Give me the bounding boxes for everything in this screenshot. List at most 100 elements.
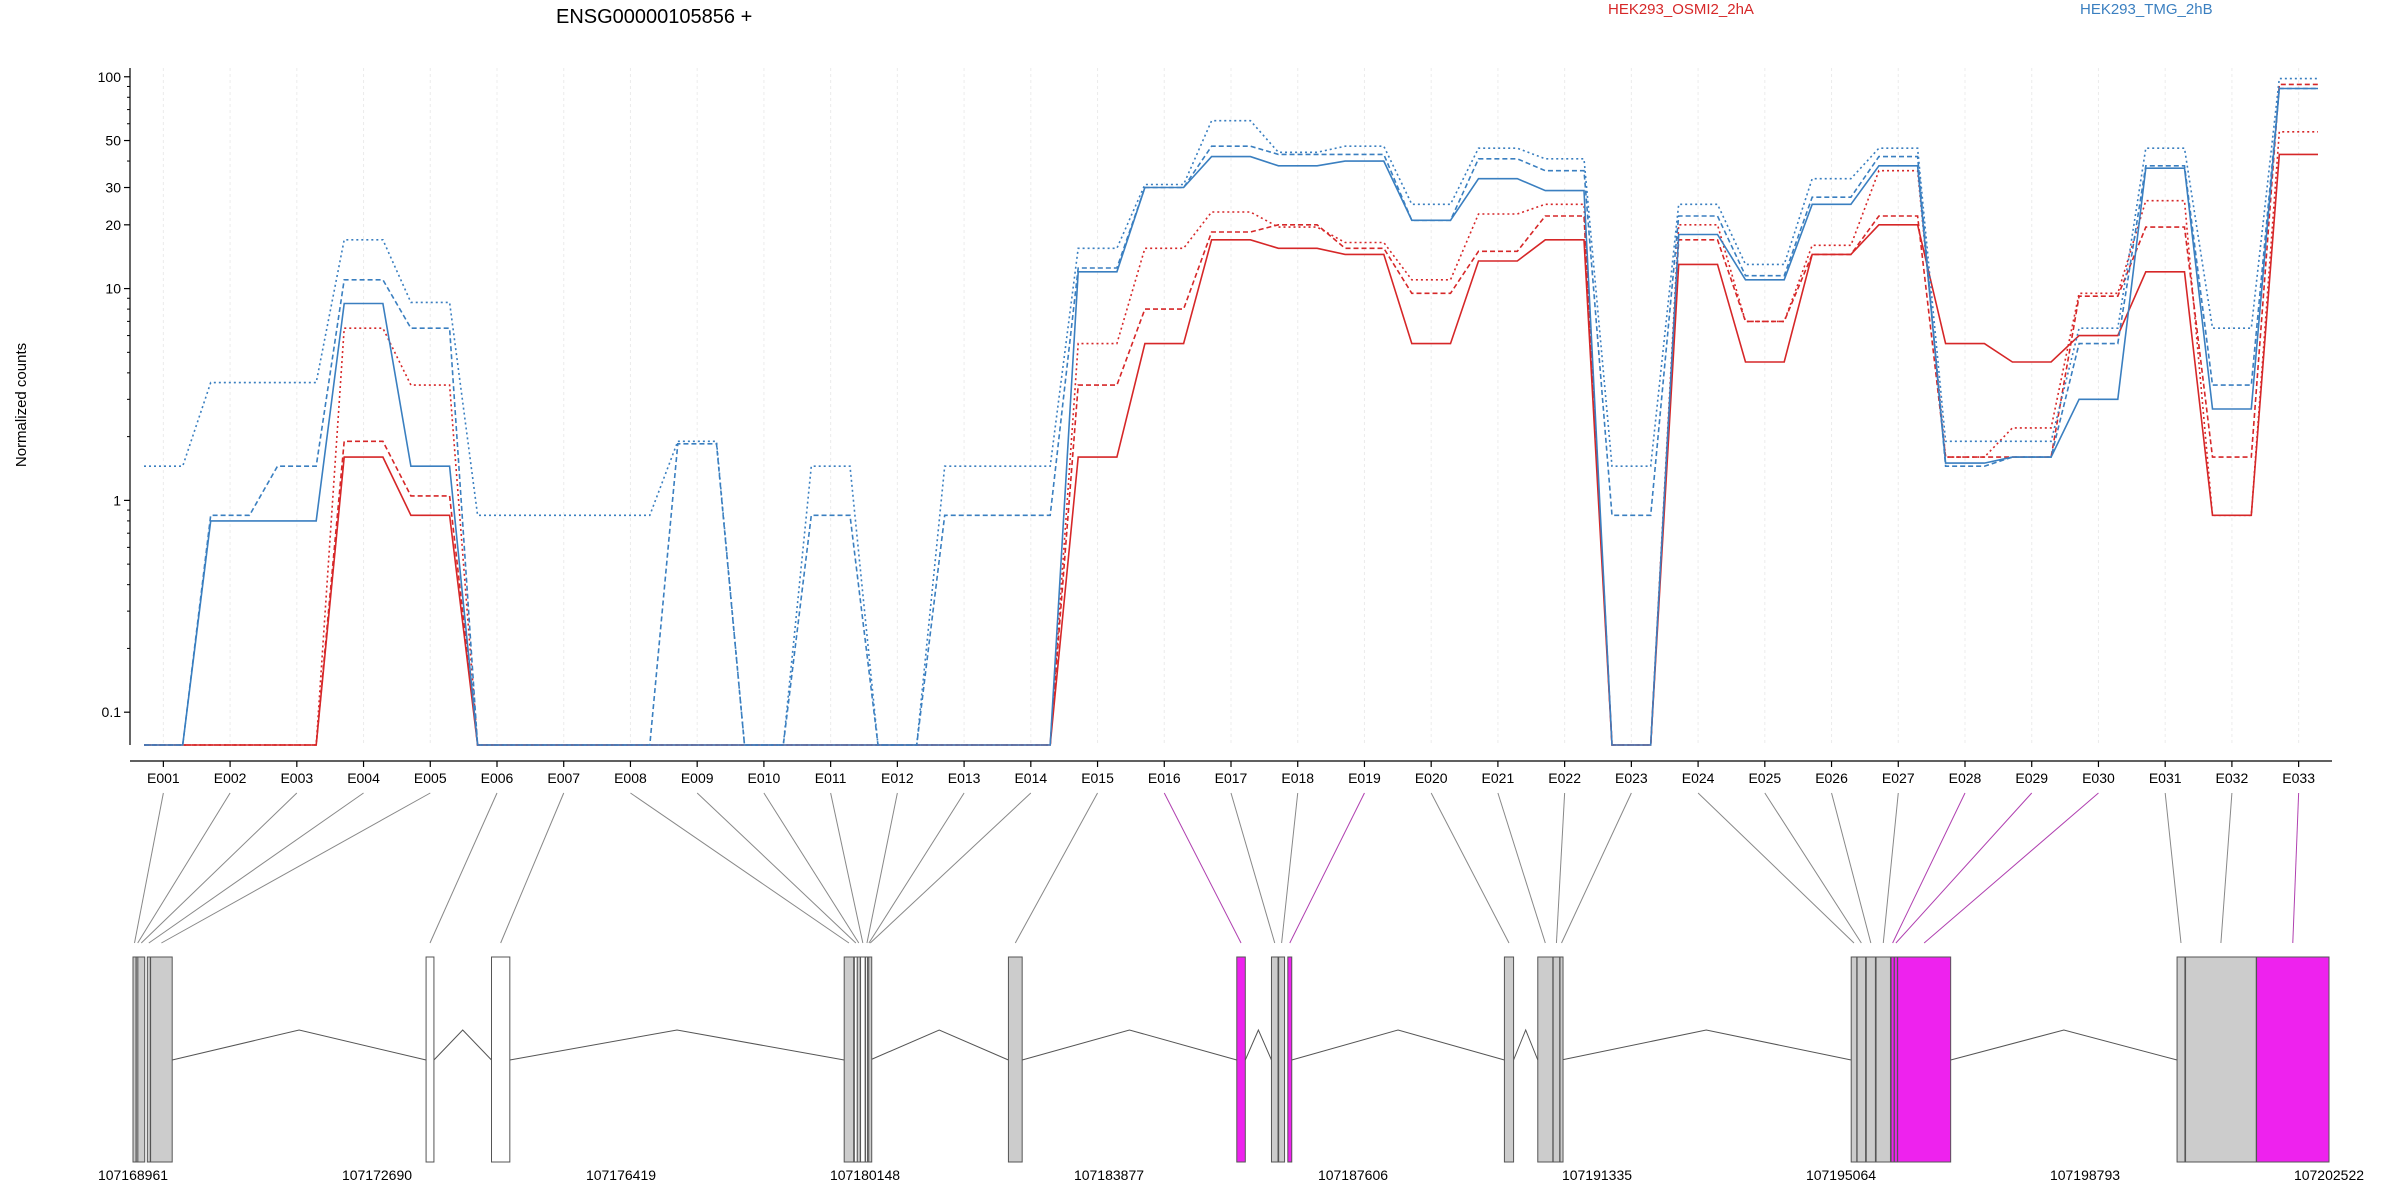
exon-connector bbox=[1555, 792, 1566, 944]
x-tick-label: E005 bbox=[414, 770, 447, 786]
coordinate-label: 107202522 bbox=[2294, 1167, 2364, 1183]
exon-block bbox=[1287, 956, 1293, 1163]
y-tick-label: 20 bbox=[105, 217, 121, 233]
exon-block bbox=[1865, 956, 1876, 1163]
coordinate-label: 107168961 bbox=[98, 1167, 168, 1183]
intron-line bbox=[869, 1029, 1009, 1061]
x-tick-label: E014 bbox=[1014, 770, 1047, 786]
x-tick-label: E011 bbox=[815, 770, 847, 786]
x-tick-label: E008 bbox=[614, 770, 647, 786]
x-tick-label: E017 bbox=[1215, 770, 1248, 786]
exon-connector bbox=[630, 792, 850, 944]
exon-connector bbox=[1281, 792, 1299, 944]
exon-block bbox=[1537, 956, 1554, 1163]
intron-line bbox=[1291, 1029, 1505, 1061]
y-axis-label: Normalized counts bbox=[13, 343, 30, 467]
exon-connector bbox=[1923, 792, 2099, 944]
intron-line bbox=[172, 1029, 427, 1061]
exon-connector bbox=[1831, 792, 1872, 944]
exon-connector bbox=[830, 792, 864, 944]
legend-entry-osmi2: HEK293_OSMI2_2hA bbox=[1608, 1, 1754, 18]
axis-layer: 0.1 1 10 20 30 50 100 E001 E002 E003 E004 E005 E006 E… bbox=[98, 68, 2332, 786]
coordinate-label: 107195064 bbox=[1806, 1167, 1876, 1183]
exon-connector bbox=[1697, 792, 1855, 944]
y-tick-label: 50 bbox=[105, 133, 121, 149]
exon-block bbox=[1503, 956, 1515, 1163]
exon-connector bbox=[1882, 792, 1899, 944]
exon-block bbox=[868, 956, 873, 1163]
x-tick-label: E026 bbox=[1815, 770, 1848, 786]
y-tick-label: 1 bbox=[113, 492, 121, 508]
x-tick-label: E021 bbox=[1482, 770, 1515, 786]
legend-entry-tmg: HEK293_TMG_2hB bbox=[2080, 1, 2213, 18]
x-tick-label: E010 bbox=[748, 770, 781, 786]
intron-line bbox=[1244, 1028, 1272, 1061]
exon-block bbox=[860, 956, 866, 1163]
x-tick-label: E027 bbox=[1882, 770, 1915, 786]
x-tick-label: E031 bbox=[2149, 770, 2182, 786]
exon-connector bbox=[1764, 792, 1862, 944]
exon-connector bbox=[869, 792, 1032, 944]
exon-connector bbox=[696, 792, 857, 944]
exon-connector bbox=[866, 792, 898, 944]
x-tick-label: E013 bbox=[948, 770, 981, 786]
exon-connector bbox=[1497, 792, 1546, 944]
gene-model: 107168961 107172690 107176419 107180148 1071… bbox=[98, 956, 2364, 1183]
series-line bbox=[144, 131, 2318, 746]
intron-line bbox=[1022, 1029, 1237, 1061]
exon-block bbox=[1559, 956, 1564, 1163]
x-tick-label: E015 bbox=[1081, 770, 1114, 786]
exon-block bbox=[1552, 956, 1561, 1163]
coordinate-label: 107176419 bbox=[586, 1167, 656, 1183]
y-tick-label: 10 bbox=[105, 281, 121, 297]
x-tick-label: E030 bbox=[2082, 770, 2115, 786]
exon-block bbox=[1270, 956, 1279, 1163]
exon-connector bbox=[500, 792, 565, 944]
exon-connector bbox=[161, 792, 431, 944]
x-tick-label: E004 bbox=[347, 770, 380, 786]
series-line bbox=[144, 77, 2318, 746]
exon-block bbox=[1890, 956, 1895, 1163]
x-tick-label: E006 bbox=[481, 770, 514, 786]
exon-connector bbox=[134, 792, 164, 944]
intron-line bbox=[1513, 1028, 1539, 1061]
exon-block bbox=[132, 956, 137, 1163]
y-tick-label: 0.1 bbox=[102, 704, 122, 720]
x-tick-label: E029 bbox=[2015, 770, 2048, 786]
x-tick-label: E028 bbox=[1949, 770, 1982, 786]
exon-block bbox=[150, 956, 173, 1163]
exon-block bbox=[425, 956, 435, 1163]
intron-line bbox=[433, 1029, 492, 1061]
exon-block bbox=[2185, 956, 2257, 1163]
exon-block bbox=[146, 956, 151, 1163]
y-tick-label: 100 bbox=[98, 69, 122, 85]
x-tick-label: E023 bbox=[1615, 770, 1648, 786]
connector-layer bbox=[134, 792, 2300, 944]
x-tick-label: E003 bbox=[280, 770, 313, 786]
exon-connector bbox=[429, 792, 498, 944]
x-tick-label: E020 bbox=[1415, 770, 1448, 786]
intron-line bbox=[509, 1029, 845, 1061]
x-tick-label: E016 bbox=[1148, 770, 1181, 786]
x-tick-label: E019 bbox=[1348, 770, 1381, 786]
exon-connector bbox=[140, 792, 298, 944]
grid-layer bbox=[162, 68, 2300, 745]
x-tick-label: E032 bbox=[2216, 770, 2249, 786]
x-tick-label: E001 bbox=[147, 770, 180, 786]
x-tick-label: E018 bbox=[1281, 770, 1314, 786]
exon-block bbox=[2176, 956, 2186, 1163]
intron-line bbox=[1561, 1029, 1852, 1061]
exon-block bbox=[1875, 956, 1891, 1163]
x-tick-label: E002 bbox=[214, 770, 247, 786]
intron-line bbox=[1950, 1029, 2178, 1061]
exon-connector bbox=[2292, 792, 2300, 944]
x-tick-label: E007 bbox=[547, 770, 580, 786]
exon-connector bbox=[1163, 792, 1242, 944]
coordinate-label: 107191335 bbox=[1562, 1167, 1632, 1183]
exon-connector bbox=[1892, 792, 1966, 944]
exon-connector bbox=[148, 792, 364, 944]
coordinate-label: 107187606 bbox=[1318, 1167, 1388, 1183]
exon-connector bbox=[1561, 792, 1632, 944]
exon-connector bbox=[763, 792, 860, 944]
series-layer bbox=[144, 77, 2318, 746]
